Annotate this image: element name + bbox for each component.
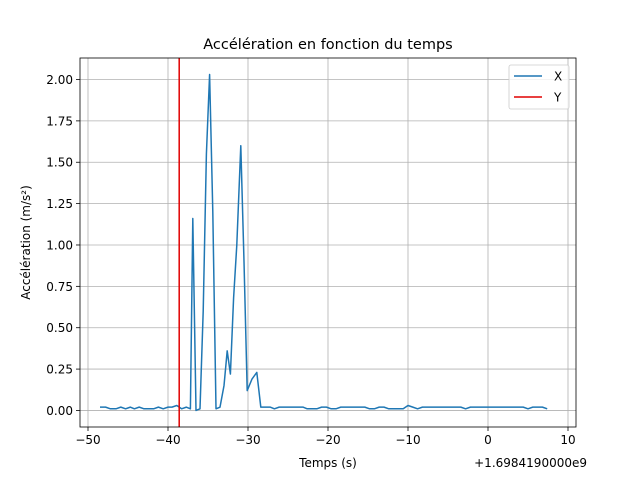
y-tick-label: 1.25 <box>46 197 73 211</box>
chart-title: Accélération en fonction du temps <box>203 37 452 53</box>
y-tick-label: 0.25 <box>46 363 73 377</box>
legend: X Y <box>508 64 570 110</box>
y-tick-label: 2.00 <box>46 73 73 87</box>
y-tick-label: 0.00 <box>46 404 73 418</box>
y-tick-label: 0.50 <box>46 321 73 335</box>
x-axis-offset-label: +1.6984190000e9 <box>474 456 587 470</box>
x-tick-label: −10 <box>395 433 420 447</box>
x-tick-label: −20 <box>315 433 340 447</box>
grid <box>80 58 576 427</box>
legend-label-x: X <box>554 70 562 84</box>
y-tick-label: 1.00 <box>46 238 73 252</box>
y-axis-label: Accélération (m/s²) <box>19 185 33 300</box>
y-axis: 0.00 0.25 0.50 0.75 1.00 1.25 1.50 1.75 2.00 <box>46 73 80 418</box>
y-tick-label: 1.75 <box>46 114 73 128</box>
y-tick-label: 0.75 <box>46 280 73 294</box>
legend-label-y: Y <box>553 91 562 105</box>
x-axis: −50 −40 −30 −20 −10 0 10 <box>75 427 576 447</box>
x-tick-label: 0 <box>484 433 492 447</box>
y-tick-label: 1.50 <box>46 156 73 170</box>
x-tick-label: −30 <box>235 433 260 447</box>
x-tick-label: −50 <box>75 433 100 447</box>
x-tick-label: 10 <box>560 433 575 447</box>
series-layer <box>100 58 548 427</box>
x-tick-label: −40 <box>155 433 180 447</box>
x-axis-label: Temps (s) <box>298 456 357 470</box>
